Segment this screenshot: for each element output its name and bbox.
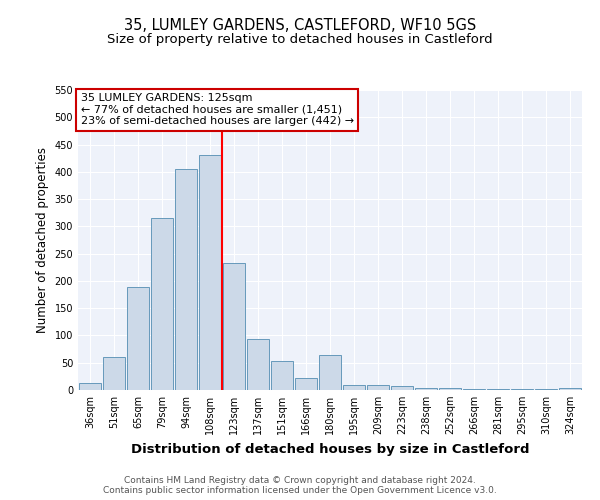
Bar [103,358,125,390]
Text: 35 LUMLEY GARDENS: 125sqm
← 77% of detached houses are smaller (1,451)
23% of se: 35 LUMLEY GARDENS: 125sqm ← 77% of detac… [80,93,353,126]
Bar [415,388,437,390]
Y-axis label: Number of detached properties: Number of detached properties [36,147,49,333]
Bar [391,386,413,390]
Bar [79,383,101,390]
Bar [439,388,461,390]
Text: 35, LUMLEY GARDENS, CASTLEFORD, WF10 5GS: 35, LUMLEY GARDENS, CASTLEFORD, WF10 5GS [124,18,476,32]
Bar [223,264,245,390]
Bar [487,389,509,390]
Bar [151,218,173,390]
Bar [271,361,293,390]
Bar [175,169,197,390]
Bar [247,340,269,390]
Bar [559,388,581,390]
Bar [367,384,389,390]
Bar [199,156,221,390]
X-axis label: Distribution of detached houses by size in Castleford: Distribution of detached houses by size … [131,442,529,456]
Bar [319,354,341,390]
Bar [463,389,485,390]
Bar [295,378,317,390]
Bar [127,288,149,390]
Text: Size of property relative to detached houses in Castleford: Size of property relative to detached ho… [107,32,493,46]
Bar [343,384,365,390]
Bar [511,389,533,390]
Text: Contains HM Land Registry data © Crown copyright and database right 2024.
Contai: Contains HM Land Registry data © Crown c… [103,476,497,495]
